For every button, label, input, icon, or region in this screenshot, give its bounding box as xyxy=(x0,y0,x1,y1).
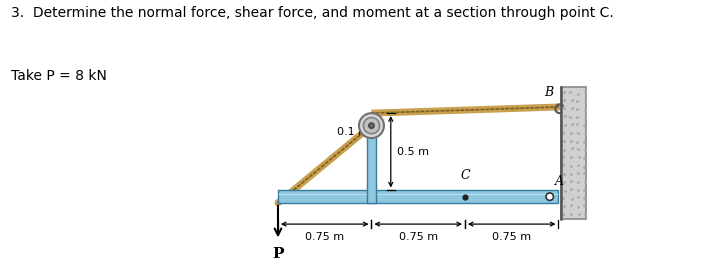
Text: 0.5 m: 0.5 m xyxy=(397,147,429,157)
Text: 0.75 m: 0.75 m xyxy=(492,232,531,242)
Text: A: A xyxy=(555,175,564,188)
Text: 3.  Determine the normal force, shear force, and moment at a section through poi: 3. Determine the normal force, shear for… xyxy=(11,6,614,20)
Circle shape xyxy=(359,113,384,138)
Text: C: C xyxy=(460,169,470,182)
Text: P: P xyxy=(272,247,283,261)
Text: 0.75 m: 0.75 m xyxy=(305,232,345,242)
Text: B: B xyxy=(544,86,553,99)
Circle shape xyxy=(369,123,375,128)
Text: 0.75 m: 0.75 m xyxy=(399,232,438,242)
Circle shape xyxy=(363,117,379,134)
Text: 0.1 m: 0.1 m xyxy=(337,127,369,137)
Bar xyxy=(278,191,558,203)
Circle shape xyxy=(546,193,553,201)
Bar xyxy=(367,134,376,203)
Text: Take P = 8 kN: Take P = 8 kN xyxy=(11,69,107,83)
Bar xyxy=(561,87,586,219)
